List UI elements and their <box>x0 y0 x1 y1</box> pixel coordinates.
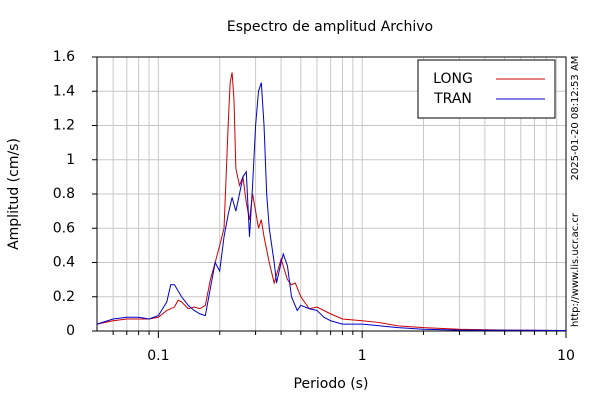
y-tick-label: 0.4 <box>53 255 75 271</box>
x-tick-label: 0.1 <box>147 348 169 364</box>
x-tick-label: 10 <box>557 348 575 364</box>
y-tick-label: 1.6 <box>53 49 75 65</box>
y-tick-label: 1.2 <box>53 118 75 134</box>
y-tick-label: 0.8 <box>53 186 75 202</box>
chart-title: Espectro de amplitud Archivo <box>227 19 433 35</box>
y-tick-label: 1.4 <box>53 83 75 99</box>
series-line <box>96 82 567 331</box>
x-axis-label: Periodo (s) <box>294 376 369 392</box>
timestamp: 2025-01-20 08:12:53 AM <box>570 56 581 181</box>
legend-label: TRAN <box>433 91 472 107</box>
x-tick-label: 1 <box>358 348 367 364</box>
legend-box <box>417 59 556 119</box>
legend-label: LONG <box>433 71 473 87</box>
plot-frame <box>96 56 567 332</box>
y-tick-label: 0.2 <box>53 289 75 305</box>
y-axis-label: Amplitud (cm/s) <box>6 138 22 250</box>
y-tick-label: 0.6 <box>53 220 75 236</box>
y-tick-label: 0 <box>66 323 75 339</box>
source-url: http://www.lis.ucr.ac.cr <box>570 212 581 327</box>
y-tick-label: 1 <box>66 152 75 168</box>
